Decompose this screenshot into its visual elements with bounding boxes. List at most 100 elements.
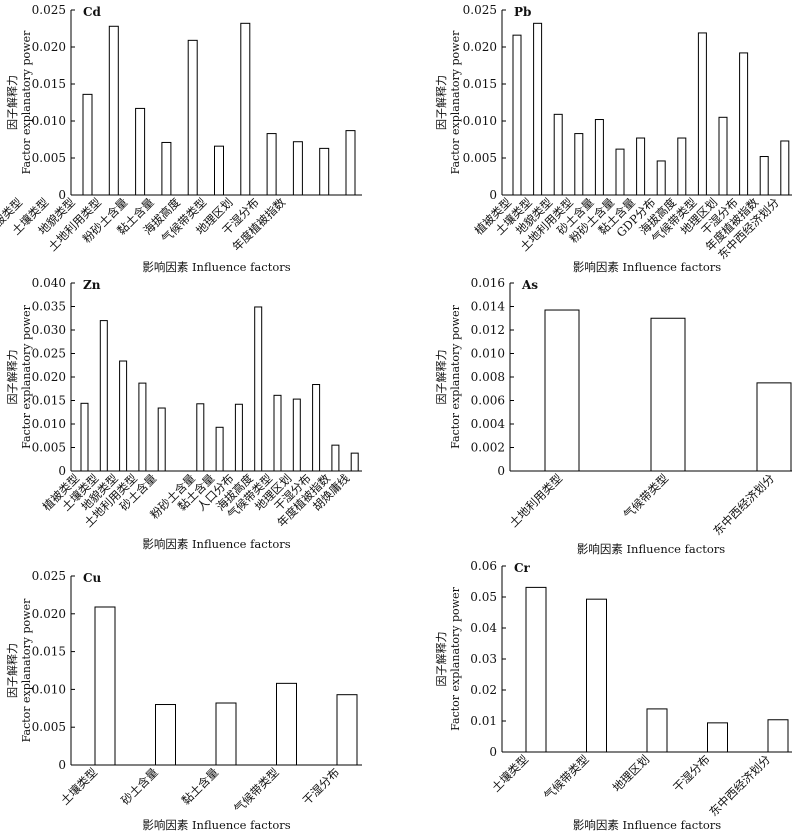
bar (336, 694, 358, 766)
y-tick-label: 0.04 (470, 621, 497, 635)
bar (553, 113, 563, 196)
y-tick-label: 0.025 (32, 347, 66, 361)
y-tick-label: 0.014 (471, 300, 506, 314)
panel-title: Pb (514, 5, 531, 19)
y-tick-label: 0.010 (471, 347, 505, 361)
y-tick-label: 0.025 (32, 569, 66, 583)
y-axis-label-en: Factor explanatory power (20, 30, 33, 174)
y-tick-label: 0.03 (470, 652, 497, 666)
panel-cd: 0 0.005 0.010 0.015 0.020 0.025 Cd 因子解释力 Factor … (0, 3, 362, 274)
panel-title: Zn (83, 278, 101, 292)
bar (119, 360, 128, 472)
category-label: 干湿分布 (670, 752, 712, 794)
bar (187, 39, 198, 196)
bar (345, 130, 356, 196)
y-tick-label: 0.005 (463, 151, 497, 165)
bar (707, 722, 728, 753)
bar (108, 25, 119, 196)
y-axis-label-cn: 因子解释力 (5, 350, 19, 405)
panel-zn: 0 0.005 0.010 0.015 0.020 0.025 0.030 0.035 0.04… (5, 276, 362, 551)
y-tick-label: 0.010 (463, 114, 497, 128)
y-tick-label: 0.016 (471, 276, 505, 290)
y-tick-label: 0.005 (32, 441, 66, 455)
bar (646, 708, 668, 753)
bar (80, 402, 89, 472)
y-tick-label: 0.010 (32, 682, 66, 696)
bar (767, 719, 789, 753)
panel-title: Cr (514, 561, 531, 575)
y-tick-label: 0.020 (32, 607, 66, 621)
y-tick-label: 0.025 (32, 3, 66, 17)
bar (266, 133, 277, 196)
y-tick-label: 0.035 (32, 300, 66, 314)
bar (677, 137, 687, 196)
y-tick-label: 0.010 (32, 114, 66, 128)
bar (594, 119, 604, 196)
x-axis-label: 影响因素 Influence factors (142, 818, 290, 832)
bar (525, 586, 547, 753)
y-axis-label-en: Factor explanatory power (449, 30, 462, 174)
bar (82, 93, 93, 196)
category-label: 气候带类型 (231, 765, 282, 816)
bar (292, 398, 301, 472)
y-axis-label-en: Factor explanatory power (20, 598, 33, 742)
y-axis-label-cn: 因子解释力 (434, 632, 448, 687)
y-axis-label-cn: 因子解释力 (5, 643, 19, 698)
category-label: 气候带类型 (621, 471, 672, 522)
panel-pb: 0 0.005 0.010 0.015 0.020 0.025 Pb 因子解释力 Factor … (434, 3, 792, 274)
bar (254, 306, 263, 472)
y-tick-label: 0.005 (32, 151, 66, 165)
y-tick-label: 0.020 (463, 40, 497, 54)
category-label: 土地利用类型 (506, 471, 565, 530)
bar (586, 598, 607, 753)
bar (350, 452, 359, 472)
panel-title: Cd (83, 5, 102, 19)
y-axis-label-en: Factor explanatory power (20, 304, 33, 448)
y-tick-label: 0.004 (471, 417, 506, 431)
bar (331, 444, 340, 472)
bar (574, 133, 584, 196)
bar (276, 682, 297, 766)
y-tick-label: 0.020 (32, 40, 66, 54)
x-axis-label: 影响因素 Influence factors (577, 542, 725, 556)
bar (312, 384, 321, 472)
bar (697, 32, 707, 196)
y-tick-label: 0.030 (32, 323, 66, 337)
y-tick-label: 0.05 (470, 590, 497, 604)
y-tick-label: 0.015 (463, 77, 497, 91)
y-tick-label: 0.040 (32, 276, 66, 290)
y-tick-label: 0.015 (32, 77, 66, 91)
y-tick-label: 0 (58, 464, 66, 478)
bar (718, 116, 728, 196)
bar (319, 147, 330, 196)
y-tick-label: 0.008 (471, 370, 505, 384)
y-tick-label: 0.01 (470, 714, 497, 728)
panel-title: Cu (83, 571, 102, 585)
panel-title: As (521, 278, 538, 292)
bar (656, 160, 666, 196)
y-axis-label-en: Factor explanatory power (449, 586, 462, 730)
y-tick-label: 0.002 (471, 441, 505, 455)
x-axis-label: 影响因素 Influence factors (573, 818, 721, 832)
y-tick-label: 0.015 (32, 394, 66, 408)
y-tick-label: 0 (489, 745, 497, 759)
y-axis-label-en: Factor explanatory power (449, 304, 462, 448)
bar (292, 141, 303, 196)
bar (636, 137, 646, 196)
x-axis-label: 影响因素 Influence factors (142, 260, 290, 274)
category-label: 地理区划 (610, 752, 652, 794)
x-axis-label: 影响因素 Influence factors (142, 537, 290, 551)
bar (135, 107, 146, 196)
x-axis-label: 影响因素 Influence factors (573, 260, 721, 274)
y-tick-label: 0 (58, 188, 66, 202)
bar (155, 704, 176, 766)
y-tick-label: 0 (58, 758, 66, 772)
panel-cu: 0 0.005 0.010 0.015 0.020 0.025 Cu 因子解释力 Factor … (5, 569, 362, 832)
y-axis-label-cn: 因子解释力 (434, 350, 448, 405)
bar (234, 403, 243, 472)
bar (157, 407, 166, 472)
bar (739, 52, 749, 196)
bar (215, 702, 237, 766)
bar (94, 606, 116, 766)
bar (240, 22, 251, 196)
